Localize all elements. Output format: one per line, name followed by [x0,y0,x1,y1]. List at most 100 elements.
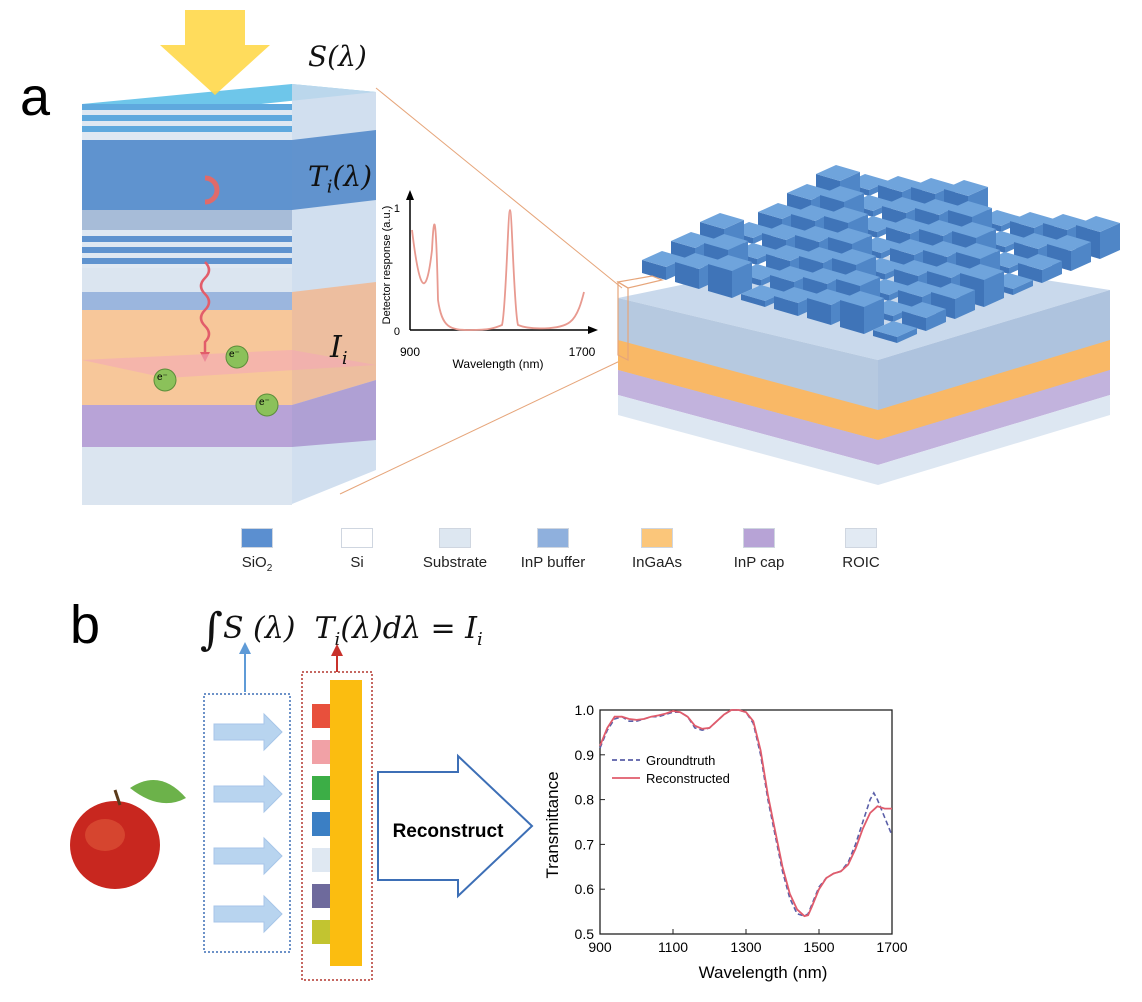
legend-swatch [241,528,273,548]
filter-swatch [312,884,330,908]
detector-response-inset: 1 0 900 1700 Wavelength (nm) Detector re… [381,190,598,371]
legend-item: ROIC [816,528,906,571]
pixel-filter [803,268,847,284]
chart-ylabel: Transmittance [543,771,562,878]
filter-swatch [312,740,330,764]
pixel-filter [915,199,959,215]
panel-letter-b: b [70,595,101,655]
pixel-filter [795,226,839,242]
panel-letter-a: a [20,67,51,127]
pixel-filter-side [741,294,765,307]
chart-frame [599,709,893,935]
pixel-filter [923,241,967,257]
pixel-filter-side [1100,223,1120,259]
x-tick-label: 1300 [730,939,761,955]
pixel-filter-side [774,296,798,316]
photon-wave-icon [199,261,211,354]
filter-swatch [312,704,330,728]
legend-label: ROIC [842,554,880,571]
pixel-filter [807,289,851,305]
pixel-filter-side [864,298,884,334]
pixel-filter [770,266,814,282]
pixel-filter [671,232,715,248]
legend-swatch [341,528,373,548]
chart-legend-label: Reconstructed [646,771,730,786]
pixel-filter-side [642,260,666,280]
apple-icon [70,780,186,889]
x-tick-label: 1500 [803,939,834,955]
pixel-filter [956,243,1000,259]
integral-equation: ∫S (λ) Ti(λ)dλ = Ii [200,604,483,655]
legend-swatch [439,528,471,548]
y-tick-label: 0.6 [575,881,595,897]
x-tick-label: 1700 [876,939,907,955]
transmission-label: Ti(λ) [308,160,373,198]
pixel-filter [1018,254,1062,270]
pixel-filter [758,203,802,219]
resonance-arrow-icon [204,175,220,205]
pixel-filter [741,285,785,301]
pixel-filter-side [675,262,699,289]
pixel-filter [948,201,992,217]
pixel-filter-side [840,300,864,334]
pixel-filter [816,165,860,181]
legend-item: InGaAs [612,528,702,571]
filter-up-arrow-icon [331,644,343,656]
y-tick-label: 0.8 [575,792,595,808]
inset-ylabel: Detector response (a.u.) [381,206,393,325]
pixel-filter [828,228,872,244]
legend-swatch [537,528,569,548]
incident-light-arrow [160,10,270,95]
pixel-filter [1010,212,1054,228]
pixel-filter-side [926,309,946,331]
pixel-filter [675,253,719,269]
filter-array-illustration [616,165,1120,485]
electron-label-2: e⁻ [229,349,240,360]
pixel-filter-side [1018,263,1042,283]
zoom-connector-lines [339,87,623,495]
pixel-filter [944,180,988,196]
pixel-filter [911,178,955,194]
pixel-filter-side [1042,261,1062,283]
x-tick-label: 900 [588,939,612,955]
pixel-filter [704,234,748,250]
legend-item: Si [312,528,402,571]
legend-item: InP buffer [508,528,598,571]
filter-box [301,671,373,981]
pixel-filter [931,283,975,299]
legend-label: SiO [241,554,267,571]
pixel-filter [960,264,1004,280]
electron-label-3: e⁻ [259,397,270,408]
inset-ytick-bottom: 0 [394,326,400,338]
reconstruction-schematic: Reconstruct [70,642,534,981]
pixel-filter [708,255,752,271]
pixel-filter-side [732,262,752,298]
pixel-filter [762,224,806,240]
pixel-filter-side [955,290,975,319]
legend-item: SiO2 [212,528,302,574]
filter-swatch [312,848,330,872]
pixel-filter-side [1013,280,1033,295]
legend-swatch [743,528,775,548]
chart-xlabel: Wavelength (nm) [699,963,828,982]
layer-stack-illustration [82,10,376,505]
pixel-filter-side [873,330,897,343]
inset-xlabel: Wavelength (nm) [453,357,544,371]
pixel-filter [882,197,926,213]
pixel-filter [1076,216,1120,232]
x-tick-label: 1100 [658,939,688,955]
filter-swatch [312,920,330,944]
pixel-filter [902,302,946,318]
pixel-filter [878,176,922,192]
pixel-filter [787,184,831,200]
inset-xtick-right: 1700 [569,345,596,359]
pixel-filter-side [708,264,732,298]
pixel-filter [836,270,880,286]
pixel-filter [898,281,942,297]
spectrum-up-arrow-icon [239,642,251,654]
y-tick-label: 0.9 [575,747,595,763]
pixel-filter [840,291,884,307]
legend-swatch [641,528,673,548]
pixel-filter-side [1071,242,1091,271]
legend-label: Si [350,554,364,571]
